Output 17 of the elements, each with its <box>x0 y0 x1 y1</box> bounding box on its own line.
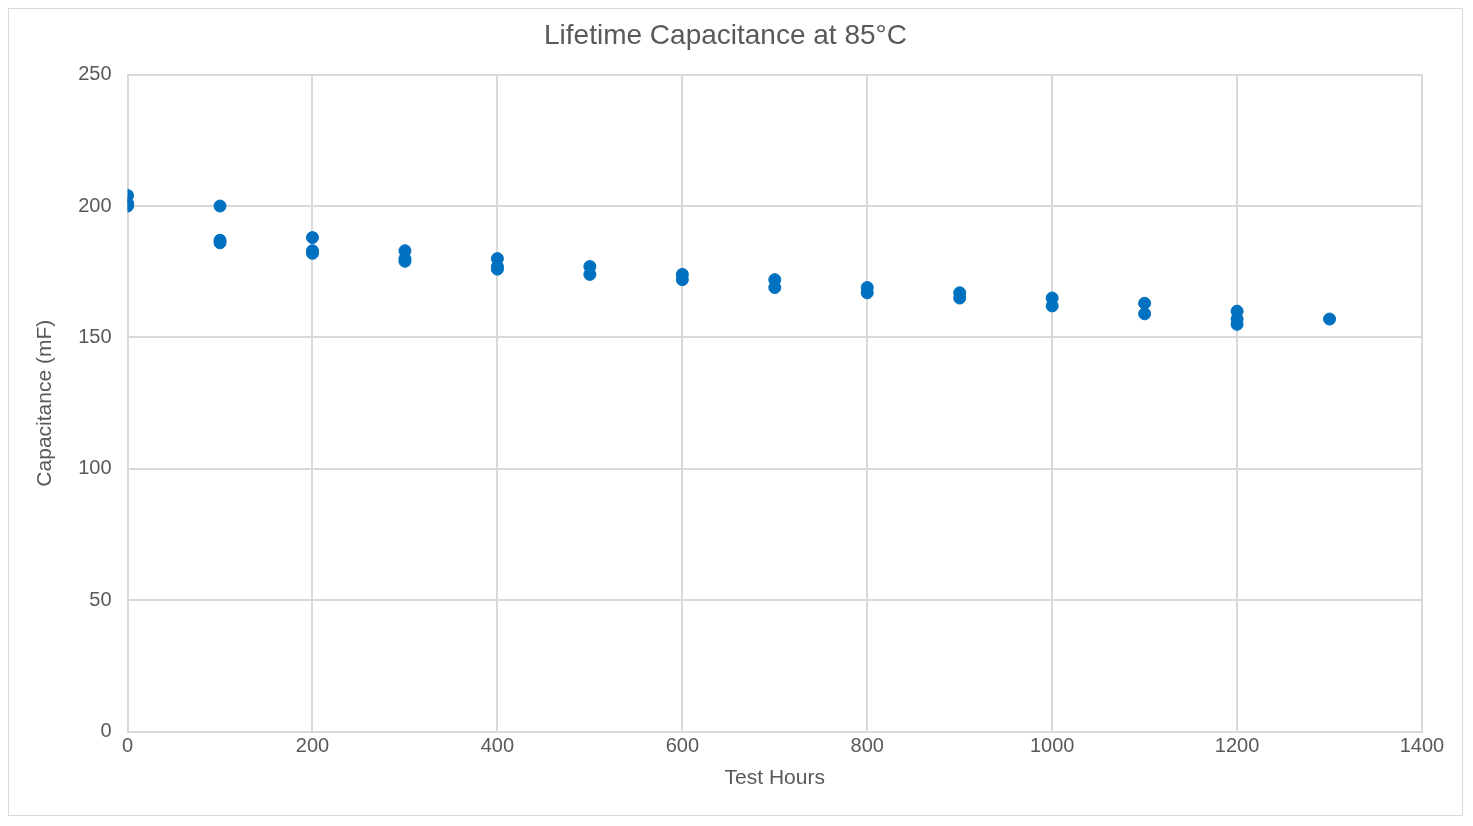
x-axis-title: Test Hours <box>724 765 825 789</box>
x-tick-label: 1200 <box>1214 734 1260 757</box>
y-tick-label: 0 <box>100 719 112 742</box>
x-tick-label: 800 <box>850 734 884 757</box>
y-tick-label: 150 <box>78 325 112 347</box>
x-tick-label: 600 <box>665 734 700 757</box>
x-tick-label: 400 <box>480 734 515 757</box>
y-tick-label: 250 <box>78 62 112 85</box>
x-tick-label: 1000 <box>1029 734 1075 757</box>
x-tick-label: 1400 <box>1399 734 1445 757</box>
y-tick-label: 200 <box>78 193 112 216</box>
y-axis-title: Capacitance (mF) <box>32 319 56 487</box>
y-tick-label: 50 <box>89 587 112 610</box>
x-tick-label: 0 <box>122 734 134 757</box>
y-tick-label: 100 <box>78 456 112 479</box>
chart-title: Lifetime Capacitance at 85°C <box>544 18 907 50</box>
x-tick-label: 200 <box>295 734 330 757</box>
